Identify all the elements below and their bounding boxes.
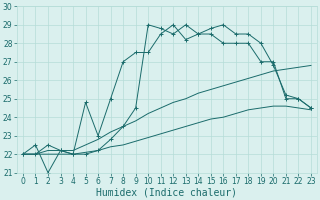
- X-axis label: Humidex (Indice chaleur): Humidex (Indice chaleur): [96, 187, 237, 197]
